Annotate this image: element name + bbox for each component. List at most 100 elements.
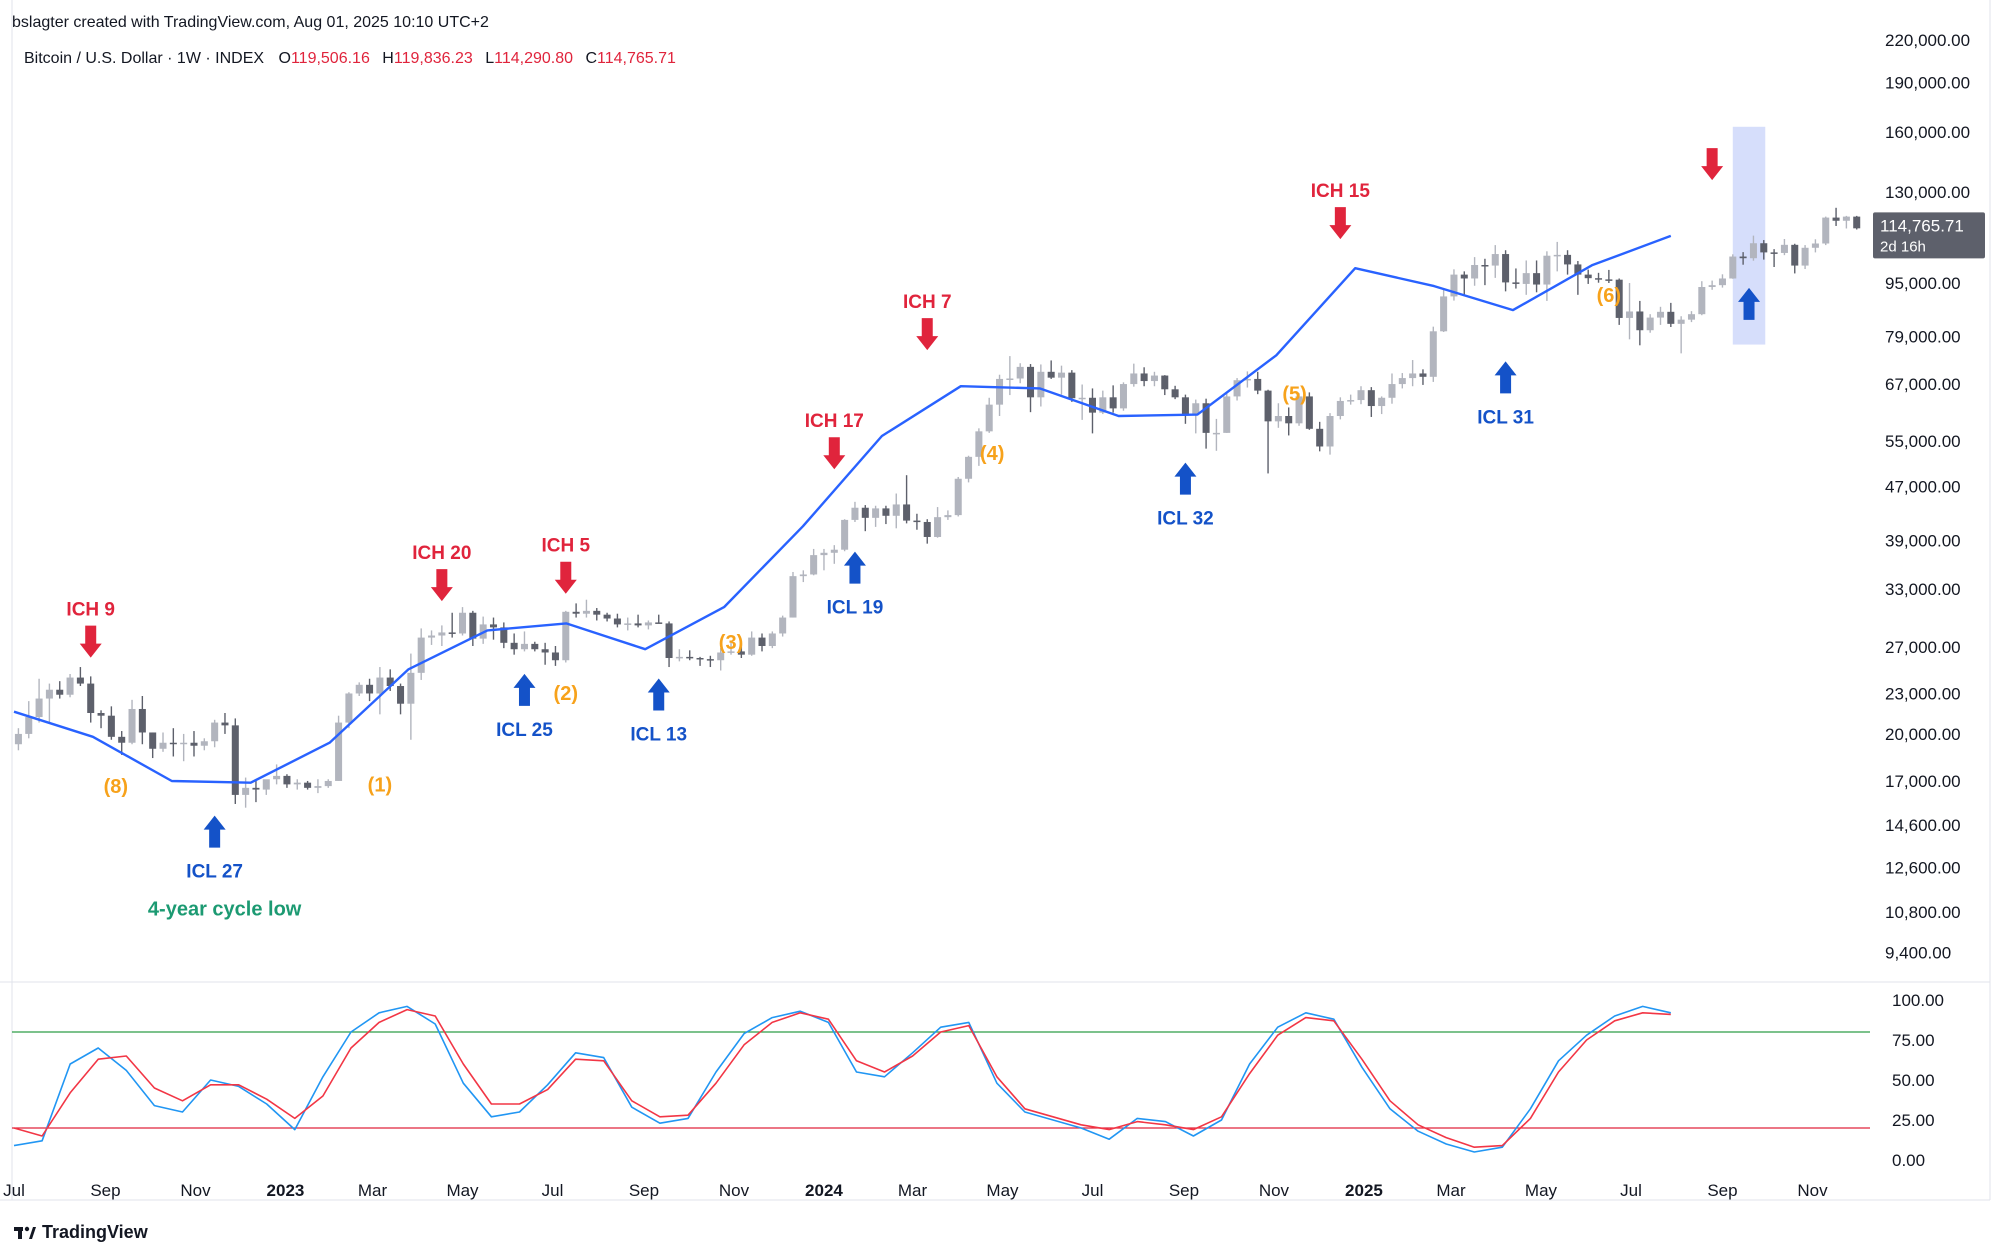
price-axis-label: 55,000.00 — [1885, 432, 1961, 451]
price-axis-label: 47,000.00 — [1885, 478, 1961, 497]
candle-body — [242, 787, 250, 795]
candle-body — [1646, 317, 1654, 331]
price-axis-label: 130,000.00 — [1885, 183, 1970, 202]
candle-body — [1605, 279, 1613, 281]
price-axis-label: 20,000.00 — [1885, 725, 1961, 744]
tradingview-logo-icon — [14, 1226, 36, 1239]
candle-body — [448, 632, 456, 634]
price-axis-label: 14,600.00 — [1885, 816, 1961, 835]
candle-body — [35, 698, 43, 718]
candle-body — [675, 656, 683, 659]
open-key: O — [278, 50, 291, 67]
cycle-count-label: (3) — [719, 632, 743, 654]
candle-body — [913, 520, 921, 523]
candle-body — [572, 611, 580, 614]
candle-body — [1295, 396, 1303, 424]
cycle-count-label: (4) — [980, 443, 1004, 465]
candle-body — [531, 643, 539, 650]
time-axis-label: Mar — [1436, 1181, 1466, 1200]
candle-body — [87, 683, 95, 713]
candle-body — [1595, 278, 1603, 280]
candle-body — [1656, 311, 1665, 318]
candle-body — [1088, 397, 1096, 413]
candle-body — [892, 504, 900, 516]
stoch-d-line — [13, 1008, 1671, 1148]
candle-body — [1429, 331, 1437, 377]
candle-body — [789, 576, 797, 618]
candle-body — [1615, 279, 1623, 318]
icl-label: ICL 27 — [186, 862, 243, 883]
candle-body — [376, 677, 384, 694]
candle-body — [355, 684, 363, 694]
candle-body — [1626, 311, 1634, 318]
candle-body — [221, 722, 229, 726]
low-key: L — [485, 50, 495, 67]
candle-body — [200, 741, 208, 746]
time-axis-label: May — [446, 1181, 479, 1200]
candle-body — [1099, 397, 1107, 413]
ich-label: ICH 20 — [412, 543, 471, 564]
candle-body — [1140, 373, 1148, 382]
candle-body — [1440, 296, 1448, 332]
candle-body — [1047, 371, 1055, 378]
open-value: 119,506.16 — [290, 50, 370, 67]
candle-body — [758, 637, 766, 647]
candle-body — [1760, 243, 1768, 253]
oscillator-axis-label: 75.00 — [1892, 1031, 1935, 1050]
candle-body — [1192, 403, 1200, 415]
candle-body — [407, 672, 415, 704]
candle-body — [934, 517, 942, 537]
time-axis-label: Jul — [542, 1181, 564, 1200]
price-axis-label: 220,000.00 — [1885, 31, 1970, 50]
stoch-k-line — [13, 1005, 1671, 1153]
candle-body — [1130, 373, 1138, 385]
ich-label: ICH 17 — [805, 411, 864, 432]
ich-arrow-icon — [916, 318, 939, 351]
candle-body — [397, 686, 405, 704]
candle-body — [1687, 314, 1695, 320]
time-axis-label: Nov — [719, 1181, 750, 1200]
candle-body — [779, 617, 787, 634]
price-axis-label: 12,600.00 — [1885, 859, 1961, 878]
candle-body — [169, 742, 177, 745]
ich-arrow-icon — [554, 561, 577, 594]
candle-body — [634, 623, 642, 626]
price-axis-label: 67,000.00 — [1885, 375, 1961, 394]
candle-body — [1109, 397, 1117, 409]
candle-body — [1254, 378, 1262, 391]
candle-body — [717, 652, 725, 661]
tradingview-logo[interactable]: TradingView — [14, 1222, 148, 1243]
icl-arrow-icon — [513, 673, 536, 706]
candle-body — [1564, 254, 1572, 265]
oscillator-axis-label: 100.00 — [1892, 991, 1944, 1010]
candle-body — [1171, 389, 1179, 398]
candle-body — [562, 611, 570, 661]
candle-body — [1636, 311, 1644, 331]
candle-body — [944, 515, 952, 518]
candle-body — [696, 657, 704, 660]
candle-body — [283, 775, 291, 785]
candle-body — [231, 725, 239, 795]
candle-body — [613, 618, 621, 625]
candle-body — [1378, 397, 1386, 407]
icl-arrow-icon — [647, 678, 670, 711]
time-axis-label: Jul — [1082, 1181, 1104, 1200]
price-axis-label: 9,400.00 — [1885, 943, 1951, 962]
time-axis-label: Nov — [1797, 1181, 1828, 1200]
ich-arrow-icon — [430, 569, 453, 602]
candle-body — [1749, 243, 1757, 259]
icl-arrow-icon — [203, 815, 226, 848]
time-axis-label: Sep — [1707, 1181, 1737, 1200]
candle-body — [593, 610, 601, 615]
symbol-legend[interactable]: Bitcoin / U.S. Dollar · 1W · INDEX O119,… — [24, 50, 684, 68]
chart-credit: bslagter created with TradingView.com, A… — [12, 14, 489, 31]
candle-body — [768, 633, 776, 647]
bar-countdown: 2d 16h — [1880, 238, 1926, 255]
time-axis-label: Sep — [90, 1181, 120, 1200]
cycle-count-label: (2) — [554, 683, 578, 705]
candle-body — [1677, 319, 1685, 324]
time-axis-label: Mar — [898, 1181, 928, 1200]
candle-body — [861, 507, 869, 518]
candle-body — [954, 478, 962, 516]
